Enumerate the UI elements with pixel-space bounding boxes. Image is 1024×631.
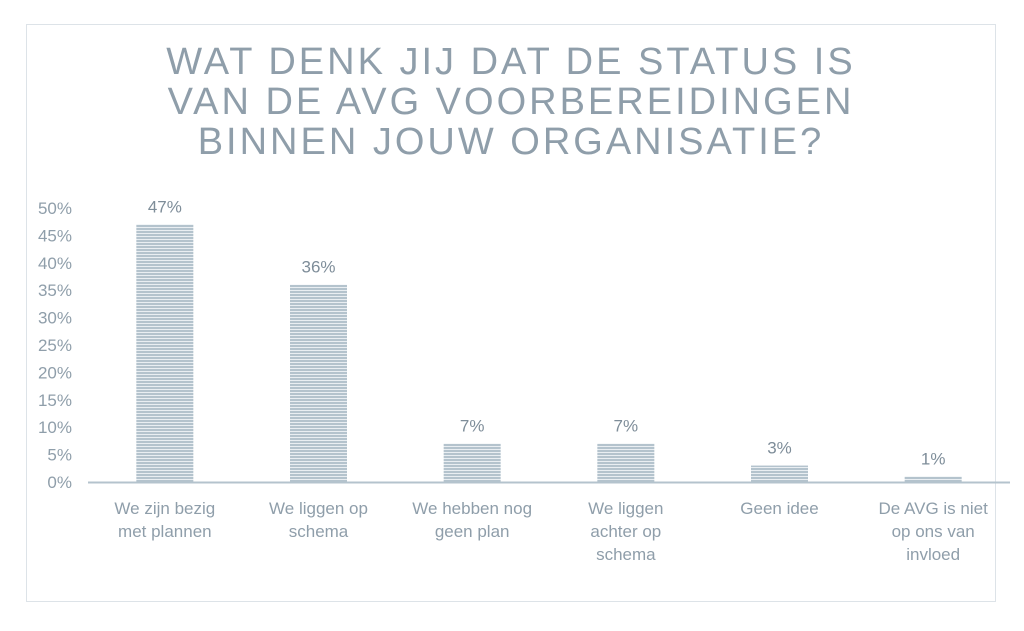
y-tick-label: 5% <box>47 446 72 465</box>
bar <box>136 224 194 482</box>
x-tick-label: We liggen op schema <box>269 499 368 541</box>
x-tick-label-line: We liggen <box>588 499 663 518</box>
bars: 47% 36% 7% 7% 3% 1% <box>136 197 962 482</box>
x-tick-label-line: Geen idee <box>740 499 818 518</box>
y-tick-label: 25% <box>38 336 72 355</box>
x-tick-label-line: schema <box>596 545 656 564</box>
chart-title-line: BINNEN JOUW ORGANISATIE? <box>197 121 825 163</box>
x-tick-label-line: We liggen op <box>269 499 368 518</box>
chart-title: WAT DENK JIJ DAT DE STATUS IS VAN DE AVG… <box>26 42 996 162</box>
bar <box>904 476 962 482</box>
y-tick-label: 35% <box>38 281 72 300</box>
y-tick-label: 50% <box>38 199 72 218</box>
x-tick-label: We liggen achter op schema <box>588 499 663 564</box>
y-tick-label: 40% <box>38 254 72 273</box>
data-label: 47% <box>148 197 182 216</box>
data-label: 36% <box>301 258 335 277</box>
x-tick-label-line: geen plan <box>435 522 510 541</box>
y-tick-label: 45% <box>38 226 72 245</box>
bar <box>443 443 501 482</box>
chart-title-line: WAT DENK JIJ DAT DE STATUS IS <box>166 41 856 83</box>
x-tick-label-line: De AVG is niet <box>879 499 989 518</box>
x-tick-label: Geen idee <box>740 499 818 518</box>
data-label: 7% <box>460 417 485 436</box>
x-tick-label-line: achter op <box>590 522 661 541</box>
x-tick-label-line: op ons van <box>892 522 975 541</box>
bar <box>290 284 347 482</box>
x-tick-label-line: invloed <box>906 545 960 564</box>
y-tick-label: 0% <box>47 473 72 492</box>
data-label: 1% <box>921 450 946 469</box>
x-axis: We zijn bezig met plannen We liggen op sche… <box>88 481 1010 564</box>
x-tick-label: De AVG is niet op ons van invloed <box>879 499 989 564</box>
x-tick-label: We zijn bezig met plannen <box>114 499 215 541</box>
x-tick-label-line: We zijn bezig <box>114 499 215 518</box>
bar <box>597 443 655 482</box>
bar <box>751 465 808 482</box>
x-tick-label-line: schema <box>289 522 349 541</box>
y-tick-label: 15% <box>38 391 72 410</box>
y-tick-label: 30% <box>38 309 72 328</box>
data-label: 3% <box>767 439 792 458</box>
chart-title-line: VAN DE AVG VOORBEREIDINGEN <box>167 81 855 123</box>
x-tick-label-line: met plannen <box>118 522 212 541</box>
y-tick-label: 10% <box>38 418 72 437</box>
data-label: 7% <box>614 417 639 436</box>
x-tick-label: We hebben nog geen plan <box>412 499 532 541</box>
x-tick-label-line: We hebben nog <box>412 499 532 518</box>
y-tick-label: 20% <box>38 363 72 382</box>
y-axis: 0% 5% 10% 15% 20% 25% 30% 35% 40% 45% 50% <box>38 199 72 492</box>
